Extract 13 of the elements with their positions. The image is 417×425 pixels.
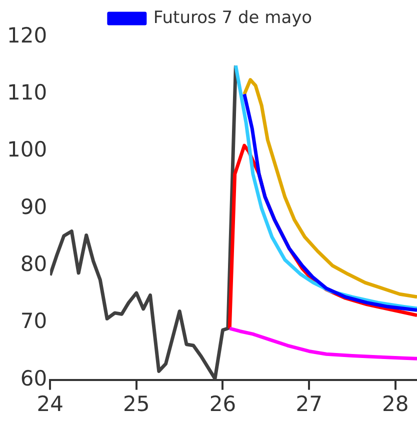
y-tick-label: 70	[20, 309, 48, 334]
y-tick-label: 90	[20, 194, 48, 219]
x-tick-label: 28	[382, 392, 409, 416]
x-tick-label: 27	[296, 392, 322, 416]
y-tick-label: 100	[6, 138, 48, 162]
legend-label: Futuros 7 de mayo	[153, 8, 312, 28]
x-tick-label: 25	[123, 392, 150, 416]
y-tick-label: 60	[20, 366, 48, 390]
y-tick-label: 110	[6, 80, 48, 105]
y-tick-label: 120	[6, 23, 48, 48]
x-tick-label: 24	[36, 392, 64, 416]
y-tick-label: 80	[20, 252, 48, 276]
x-tick-label: 26	[209, 392, 236, 416]
